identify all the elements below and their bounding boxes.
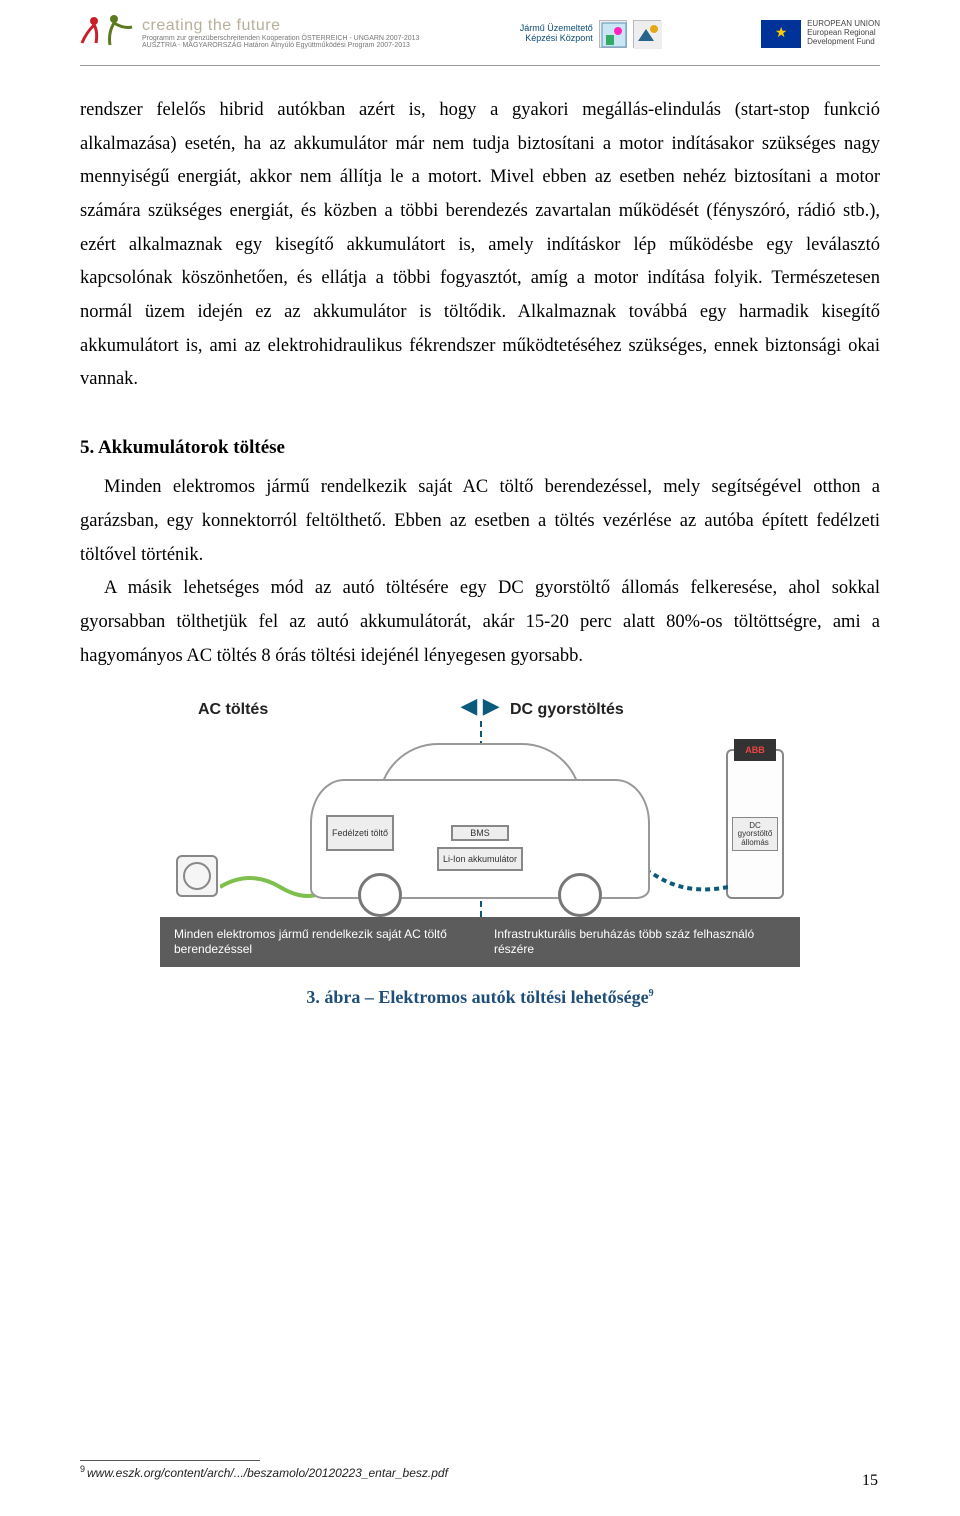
dc-label: DC gyorstöltés — [510, 701, 624, 719]
partner-text: Jármű Üzemeltető Képzési Központ — [520, 24, 593, 44]
body-text: rendszer felelős hibrid autókban azért i… — [80, 66, 880, 673]
footnote-text: www.eszk.org/content/arch/.../beszamolo/… — [87, 1466, 448, 1480]
footnote-num: 9 — [80, 1464, 85, 1474]
footnote-line: 9www.eszk.org/content/arch/.../beszamolo… — [80, 1464, 260, 1480]
car-wheel-right — [558, 873, 602, 917]
diagram-top: AC töltés ◀ ▶ DC gyorstöltés ABB DC gyor… — [160, 687, 800, 917]
car-icon: Fedélzeti töltő BMS Li-Ion akkumulátor — [310, 737, 650, 917]
eu-line3: Development Fund — [807, 38, 880, 47]
program-sub1: Programm zur grenzüberschreitenden Koope… — [142, 35, 419, 42]
page-number: 15 — [862, 1472, 878, 1490]
figure-caption-sup: 9 — [649, 988, 654, 999]
figure-caption: 3. ábra – Elektromos autók töltési lehet… — [80, 987, 880, 1008]
program-sub2: AUSZTRIA - MAGYARORSZÁG Határon Átnyúló … — [142, 42, 419, 49]
station-box-label: DC gyorstöltő állomás — [732, 817, 778, 851]
liion-box: Li-Ion akkumulátor — [437, 847, 523, 871]
paragraph-1: rendszer felelős hibrid autókban azért i… — [80, 94, 880, 397]
diagram-footer: Minden elektromos jármű rendelkezik sajá… — [160, 917, 800, 967]
partner-line2: Képzési Központ — [520, 34, 593, 44]
program-title: creating the future — [142, 18, 419, 35]
program-logo-block: creating the future Programm zur grenzüb… — [80, 11, 419, 57]
partner-logo-block: Jármű Üzemeltető Képzési Központ — [520, 20, 661, 48]
paragraph-3: A másik lehetséges mód az autó töltésére… — [80, 572, 880, 673]
station-brand: ABB — [734, 739, 776, 761]
wall-outlet-icon — [176, 855, 218, 897]
bms-box: BMS — [451, 825, 509, 841]
header-bar: creating the future Programm zur grenzüb… — [80, 0, 880, 66]
car-wheel-left — [358, 873, 402, 917]
eu-text: EUROPEAN UNION European Regional Develop… — [807, 20, 880, 46]
figure-caption-text: 3. ábra – Elektromos autók töltési lehet… — [306, 987, 648, 1007]
ac-label: AC töltés — [198, 701, 268, 719]
program-logo-text: creating the future Programm zur grenzüb… — [142, 18, 419, 49]
partner-badge1-icon — [599, 20, 627, 48]
paragraph-2: Minden elektromos jármű rendelkezik sajá… — [80, 471, 880, 572]
onboard-charger-box: Fedélzeti töltő — [326, 815, 394, 851]
program-logo-icon — [80, 11, 136, 57]
diagram-footer-left: Minden elektromos jármű rendelkezik sajá… — [160, 917, 480, 967]
eu-logo-block: ★ EUROPEAN UNION European Regional Devel… — [761, 20, 880, 48]
charging-diagram: AC töltés ◀ ▶ DC gyorstöltés ABB DC gyor… — [160, 687, 800, 967]
section-heading-5: 5. Akkumulátorok töltése — [80, 431, 880, 466]
partner-badge2-icon — [633, 20, 661, 48]
footnote-block: 9www.eszk.org/content/arch/.../beszamolo… — [80, 1460, 260, 1480]
diagram-footer-right: Infrastrukturális beruházás több száz fe… — [480, 917, 800, 967]
eu-flag-icon: ★ — [761, 20, 801, 48]
